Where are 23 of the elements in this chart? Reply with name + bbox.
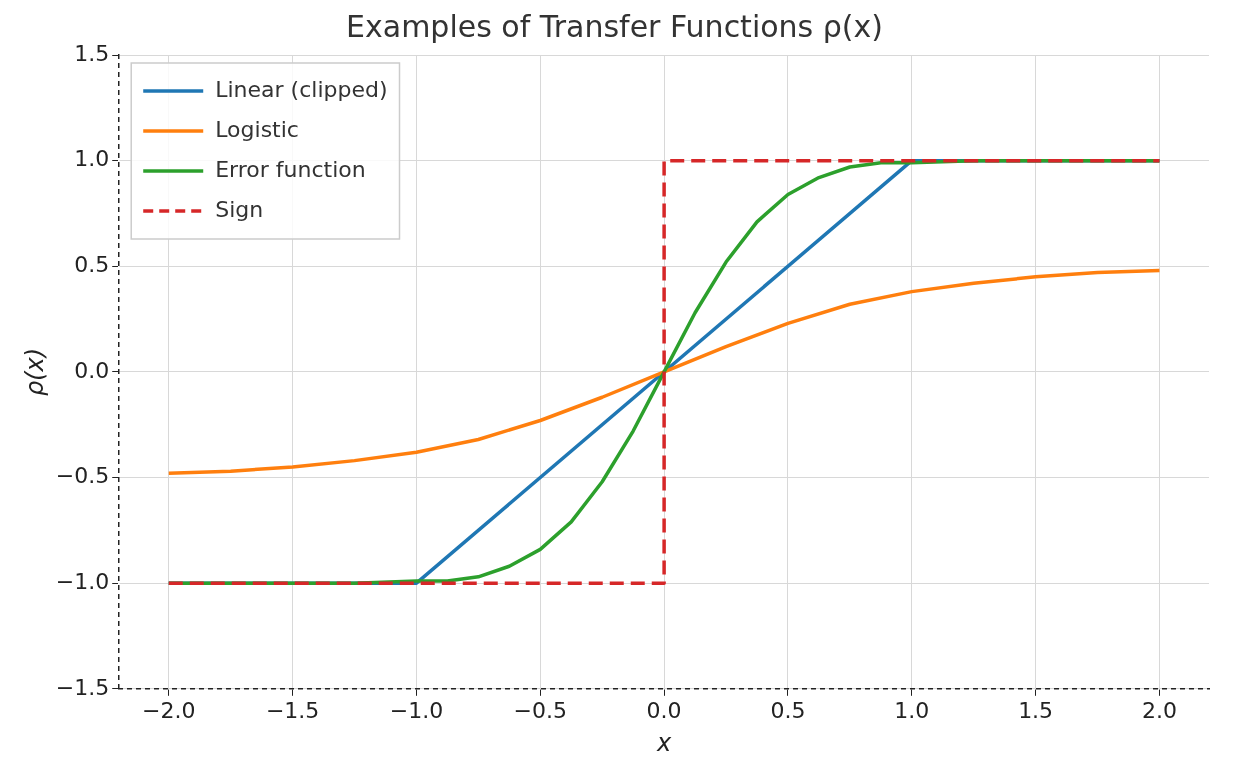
y-axis-title: ρ(x) — [20, 347, 49, 396]
y-tick-label: −0.5 — [55, 463, 110, 489]
legend-label: Sign — [215, 196, 264, 222]
x-axis-title: x — [656, 728, 673, 757]
x-tick-label: −1.5 — [265, 697, 320, 723]
x-tick-label: −2.0 — [142, 697, 196, 723]
chart-title: Examples of Transfer Functions ρ(x) — [346, 8, 883, 44]
x-tick-label: 0.0 — [646, 697, 682, 723]
y-tick-label: 0.5 — [74, 251, 110, 277]
legend-label: Error function — [215, 156, 366, 182]
x-tick-label: 2.0 — [1141, 697, 1177, 723]
legend-label: Logistic — [215, 116, 299, 142]
y-tick-label: 1.5 — [74, 40, 110, 66]
y-tick-label: 1.0 — [74, 146, 110, 172]
legend-label: Linear (clipped) — [215, 76, 388, 102]
x-tick-label: −0.5 — [513, 697, 567, 723]
y-tick-label: −1.0 — [55, 568, 110, 594]
y-tick-label: 0.0 — [74, 357, 110, 383]
y-tick-label: −1.5 — [55, 674, 110, 700]
x-tick-label: −1.0 — [389, 697, 444, 723]
x-tick-label: 1.0 — [894, 697, 930, 723]
x-tick-label: 0.5 — [770, 697, 806, 723]
x-tick-label: 1.5 — [1018, 697, 1054, 723]
